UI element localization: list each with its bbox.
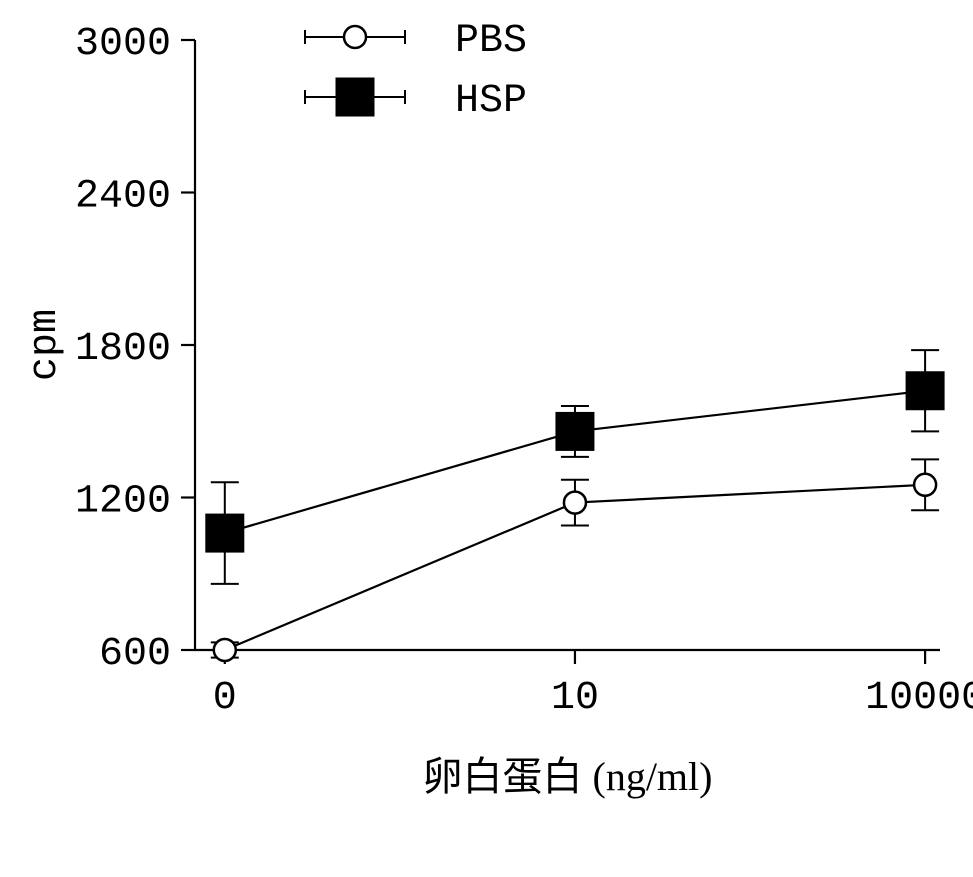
chart-container: 600 1200 1800 2400 3000 cpm 0 10 10000 卵白蛋白 (ng/m… [0, 0, 973, 877]
x-axis-label: 卵白蛋白 (ng/ml) [423, 754, 713, 799]
y-tick-label: 1800 [75, 327, 171, 372]
legend-label: HSP [455, 79, 527, 124]
legend-label: PBS [455, 19, 527, 64]
y-tick-label: 3000 [75, 22, 171, 67]
x-tick-label: 10000 [865, 676, 973, 721]
x-tick-label: 0 [213, 676, 237, 721]
y-axis-label: cpm [23, 309, 68, 381]
y-tick-label: 2400 [75, 175, 171, 220]
y-tick-label: 1200 [75, 480, 171, 525]
x-tick-label: 10 [551, 676, 599, 721]
line-chart: 600 1200 1800 2400 3000 cpm 0 10 10000 卵白蛋白 (ng/m… [0, 0, 973, 877]
y-tick-label: 600 [99, 632, 171, 677]
